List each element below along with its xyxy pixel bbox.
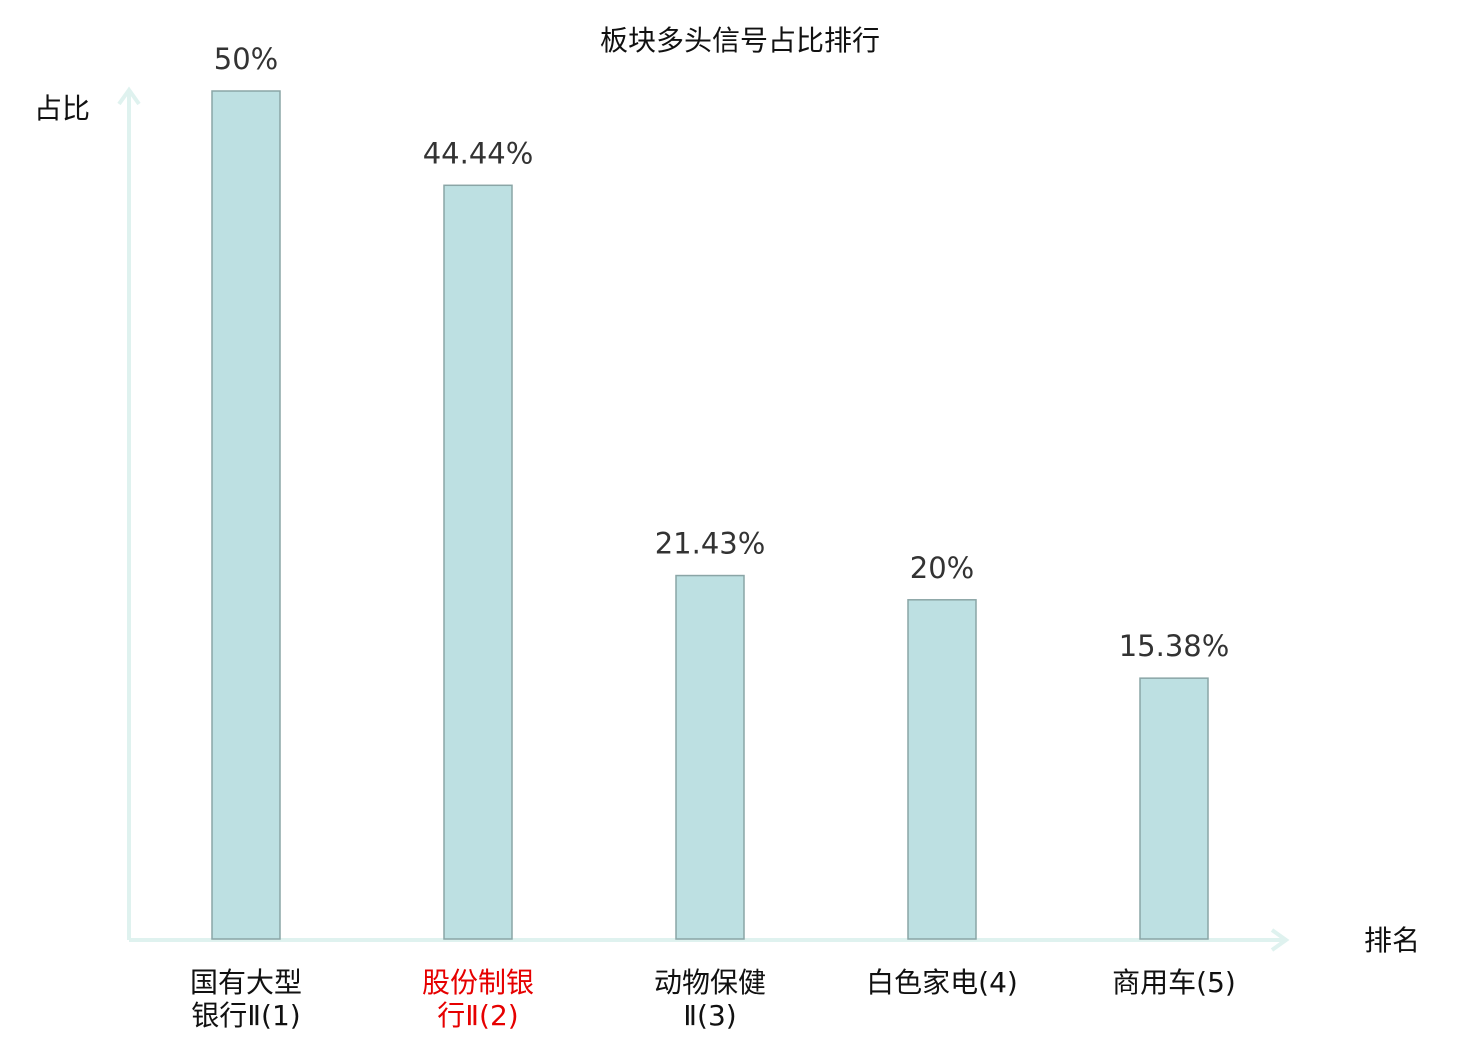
- data-label: 20%: [910, 551, 974, 585]
- x-tick-label: 白色家电(4): [866, 966, 1018, 999]
- data-label: 21.43%: [655, 527, 766, 561]
- data-label: 15.38%: [1119, 629, 1230, 663]
- x-axis-label: 排名: [1364, 924, 1420, 957]
- axes: [117, 86, 1290, 952]
- x-tick-label: 国有大型 银行Ⅱ(1): [189, 966, 302, 1032]
- bar: [443, 184, 513, 940]
- y-axis-label: 占比: [34, 92, 90, 125]
- data-label: 50%: [214, 42, 278, 76]
- bar: [211, 90, 281, 940]
- x-tick-label: 商用车(5): [1112, 966, 1236, 999]
- bar: [1139, 677, 1209, 940]
- x-tick-label: 动物保健 Ⅱ(3): [653, 966, 766, 1032]
- bar: [907, 599, 977, 940]
- x-tick-label: 股份制银 行Ⅱ(2): [421, 966, 534, 1032]
- bar: [675, 574, 745, 940]
- data-label: 44.44%: [423, 136, 534, 170]
- chart-title: 板块多头信号占比排行: [600, 24, 880, 57]
